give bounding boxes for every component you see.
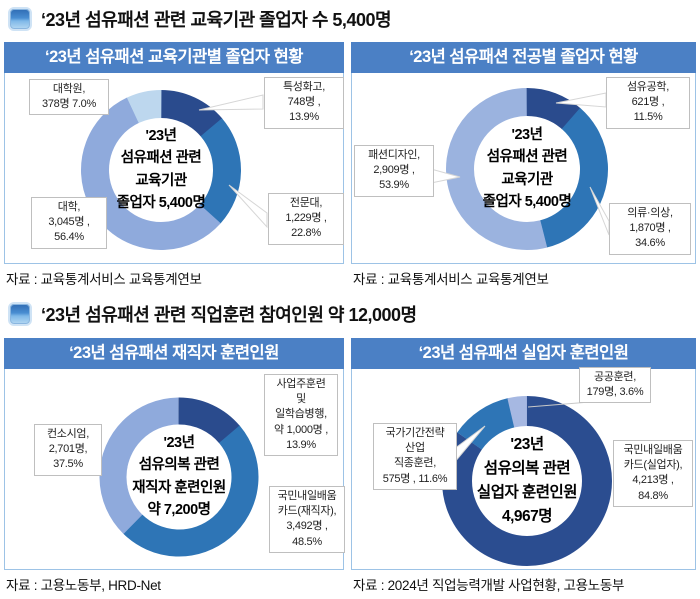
panel1-chart-area: '23년 섬유패션 관련 교육기관 졸업자 5,400명 대학원, 378명 7… (4, 73, 344, 264)
section1-header: ‘23년 섬유패션 관련 교육기관 졸업자 수 5,400명 (8, 6, 392, 32)
blue-square-bullet-icon (8, 302, 32, 326)
panel4-source: 자료 : 2024년 직업능력개발 사업현황, 고용노동부 (353, 578, 625, 593)
donut3-center-label: '23년 섬유의복 관련 재직자 훈련인원 약 7,200명 (132, 435, 226, 519)
section2-header: ‘23년 섬유패션 관련 직업훈련 참여인원 약 12,000명 (8, 301, 417, 327)
panel2-title-bar: ‘23년 섬유패션 전공별 졸업자 현황 (351, 42, 696, 73)
blue-square-bullet-icon (8, 7, 32, 31)
panel1-title-bar: ‘23년 섬유패션 교육기관별 졸업자 현황 (4, 42, 344, 73)
callout-graduate-school: 대학원, 378명 7.0% (29, 79, 109, 116)
section2-title: ‘23년 섬유패션 관련 직업훈련 참여인원 약 12,000명 (41, 305, 417, 325)
callout-junior-college: 전문대, 1,229명 , 22.8% (268, 193, 344, 245)
donut-chart-incumbent (99, 397, 259, 557)
donut-chart-majors (430, 88, 610, 250)
callout-fashion-design: 패션디자인, 2,909명 , 53.9% (354, 145, 434, 197)
panel-incumbent-training: ‘23년 섬유패션 재직자 훈련인원 '23년 섬유의복 관련 재직자 훈련인원… (4, 338, 345, 594)
panel-graduates-by-institution: ‘23년 섬유패션 교육기관별 졸업자 현황 '23년 섬유패션 관련 교육기관… (4, 42, 344, 288)
callout-clothing-apparel: 의류·의상, 1,870명 , 34.6% (609, 203, 691, 255)
donut-chart-unemployed (442, 396, 612, 566)
donut-chart-institutions (80, 90, 268, 251)
donut2-center-label: '23년 섬유패션 관련 교육기관 졸업자 5,400명 (482, 127, 572, 211)
panel4-chart-area: '23년 섬유의복 관련 실업자 훈련인원 4,967명 공공훈련, 179명,… (351, 367, 696, 570)
callout-employer-training: 사업주훈련 및 일학습병행, 약 1,000명 , 13.9% (264, 374, 338, 456)
callout-public-training: 공공훈련, 179명, 3.6% (579, 367, 651, 404)
callout-tomorrow-card-unemployed: 국민내일배움 카드(실업자), 4,213명 , 84.8% (613, 440, 693, 507)
panel1-source: 자료 : 교육통계서비스 교육통계연보 (6, 272, 202, 287)
panel-graduates-by-major: ‘23년 섬유패션 전공별 졸업자 현황 '23년 섬유패션 관련 교육기관 졸… (351, 42, 696, 288)
callout-consortium: 컨소시엄, 2,701명, 37.5% (34, 424, 102, 476)
callout-national-strategic-training: 국가기간전략 산업 직종훈련, 575명 , 11.6% (373, 423, 457, 490)
panel3-chart-area: '23년 섬유의복 관련 재직자 훈련인원 약 7,200명 사업주훈련 및 일… (4, 369, 345, 570)
panel3-title-bar: ‘23년 섬유패션 재직자 훈련인원 (4, 338, 344, 369)
panel3-source: 자료 : 고용노동부, HRD-Net (6, 578, 161, 593)
callout-university: 대학, 3,045명 , 56.4% (31, 197, 107, 249)
section1-title: ‘23년 섬유패션 관련 교육기관 졸업자 수 5,400명 (41, 10, 392, 30)
donut4-center-label: '23년 섬유의복 관련 실업자 훈련인원 4,967명 (476, 435, 578, 526)
panel-unemployed-training: ‘23년 섬유패션 실업자 훈련인원 '23년 섬유의복 관련 실업자 훈련인원… (351, 338, 696, 594)
callout-specialized-high-school: 특성화고, 748명 , 13.9% (264, 77, 344, 129)
callout-textile-engineering: 섬유공학, 621명 , 11.5% (606, 77, 690, 129)
callout-tomorrow-card-incumbent: 국민내일배움 카드(재직자), 3,492명 , 48.5% (269, 486, 345, 553)
panel4-title-bar: ‘23년 섬유패션 실업자 훈련인원 (351, 338, 696, 369)
donut1-center-label: '23년 섬유패션 관련 교육기관 졸업자 5,400명 (116, 128, 206, 212)
panel2-chart-area: '23년 섬유패션 관련 교육기관 졸업자 5,400명 섬유공학, 621명 … (351, 73, 696, 264)
panel2-source: 자료 : 교육통계서비스 교육통계연보 (353, 272, 549, 287)
callout-pointer-wedges (198, 94, 268, 229)
